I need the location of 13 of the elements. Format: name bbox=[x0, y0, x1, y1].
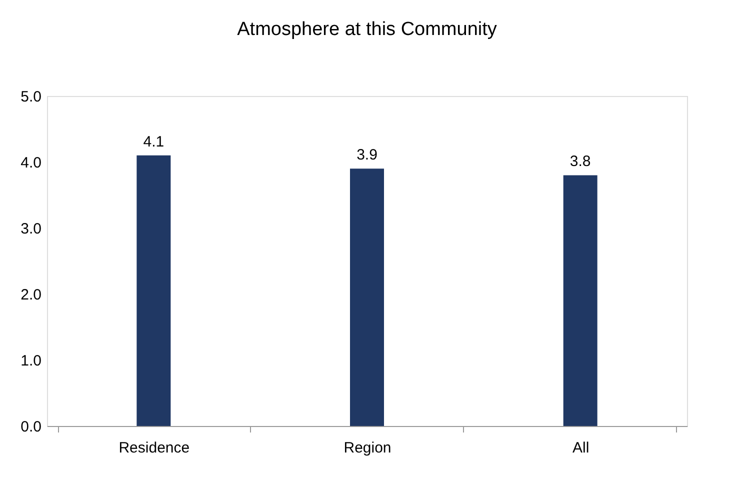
y-tick-label: 0.0 bbox=[20, 418, 42, 436]
y-tick-label: 1.0 bbox=[20, 352, 42, 370]
data-label: 3.8 bbox=[570, 153, 591, 170]
y-tick-label: 2.0 bbox=[20, 286, 42, 304]
y-tick-label: 4.0 bbox=[20, 154, 42, 172]
x-tick-label: Residence bbox=[118, 440, 190, 456]
x-tick-label: All bbox=[572, 440, 590, 456]
y-tick-label: 5.0 bbox=[20, 88, 42, 106]
x-tick-label: Region bbox=[344, 440, 392, 456]
data-label: 3.9 bbox=[356, 146, 378, 164]
y-tick-label: 3.0 bbox=[20, 220, 42, 238]
chart-title: Atmosphere at this Community bbox=[237, 19, 498, 40]
data-label: 4.1 bbox=[143, 133, 164, 150]
